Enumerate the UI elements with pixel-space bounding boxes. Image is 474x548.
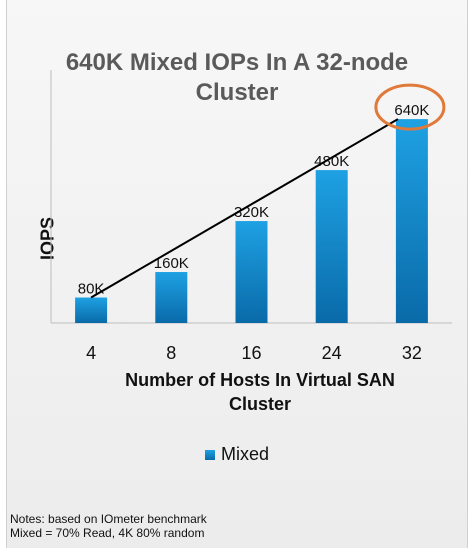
x-axis-label-line-2: Cluster xyxy=(228,394,291,414)
chart-title-line-1: 640K Mixed IOPs In A 32-node xyxy=(65,49,409,76)
data-label-4: 80K xyxy=(78,281,105,298)
data-label-8: 160K xyxy=(154,255,189,272)
footnotes: Notes: based on IOmeter benchmark Mixed … xyxy=(10,512,207,540)
highlight-ring xyxy=(374,83,446,131)
bar-8 xyxy=(155,272,188,323)
trend-line xyxy=(90,118,399,299)
data-label-32: 640K xyxy=(394,102,429,119)
x-tick-label-24: 24 xyxy=(322,343,342,363)
bar-24 xyxy=(315,170,348,323)
legend: Mixed xyxy=(205,444,269,465)
legend-swatch xyxy=(205,449,215,460)
footnote-line-1: Notes: based on IOmeter benchmark xyxy=(10,512,207,526)
x-tick-label-32: 32 xyxy=(402,343,422,363)
legend-label: Mixed xyxy=(221,444,270,464)
x-tick-label-16: 16 xyxy=(241,343,261,363)
chart-title-line-2: Cluster xyxy=(195,79,279,106)
footnote-line-2: Mixed = 70% Read, 4K 80% random xyxy=(10,526,205,540)
chart-title: 640K Mixed IOPs In A 32-node Cluster xyxy=(0,48,474,108)
bar-16 xyxy=(235,221,268,323)
data-label-24: 480K xyxy=(314,153,349,170)
x-tick-label-8: 8 xyxy=(166,343,176,363)
x-tick-label-4: 4 xyxy=(86,343,96,363)
data-label-16: 320K xyxy=(234,204,269,221)
bar-32 xyxy=(395,119,428,323)
x-axis-label: Number of Hosts In Virtual SAN Cluster xyxy=(40,368,474,416)
x-axis-label-line-1: Number of Hosts In Virtual SAN xyxy=(125,370,395,390)
bar-4 xyxy=(75,297,108,323)
